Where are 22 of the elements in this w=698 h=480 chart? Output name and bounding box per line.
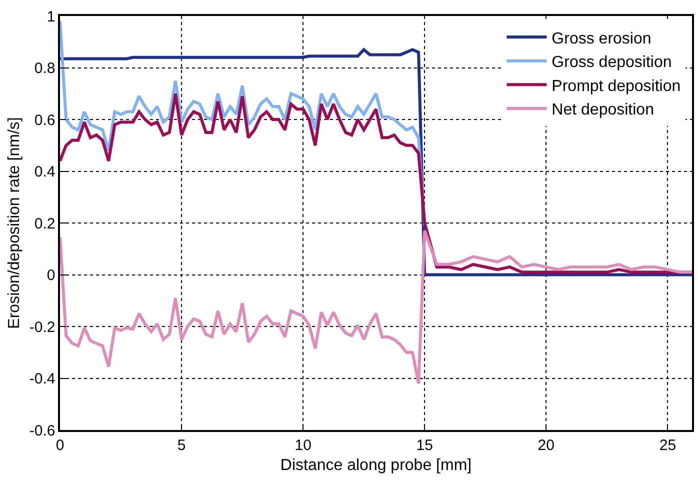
x-tick-label: 15: [416, 436, 433, 454]
x-axis-title: Distance along probe [mm]: [280, 456, 472, 474]
line-series: [60, 229, 692, 385]
x-tick-label: 5: [177, 436, 186, 454]
y-tick-label: -0.4: [29, 370, 56, 388]
x-tick-label: 25: [659, 436, 676, 454]
legend-label: Gross deposition: [552, 54, 672, 72]
x-tick-label: 10: [294, 436, 312, 454]
line-series: [60, 20, 426, 228]
y-axis-title: Erosion/deposition rate [nm/s]: [6, 117, 23, 329]
x-tick-label: 20: [538, 436, 554, 454]
legend-label: Prompt deposition: [552, 78, 681, 95]
y-tick-label: -0.2: [29, 318, 56, 336]
y-tick-label: 0.2: [34, 215, 56, 232]
y-tick-label: 0.8: [34, 60, 56, 77]
y-tick-label: 0.6: [34, 112, 56, 129]
y-tick-label: -0.6: [29, 422, 56, 440]
y-tick-label: 0.4: [34, 164, 56, 180]
legend-label: Gross erosion: [552, 30, 652, 48]
y-tick-label: 1: [46, 8, 56, 26]
y-tick-label: 0: [46, 267, 56, 284]
legend-label: Net deposition: [552, 102, 654, 119]
